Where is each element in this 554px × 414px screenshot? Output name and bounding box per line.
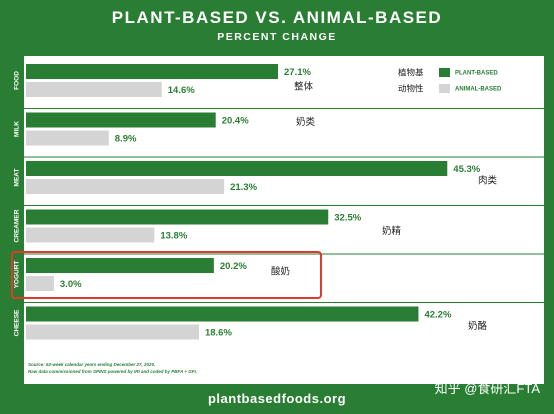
value-label: 21.3% — [230, 182, 257, 193]
source-note-2: Raw data commissioned from SPINS powered… — [28, 369, 197, 374]
category-label-cheese: CHEESE — [14, 309, 21, 336]
plant-bar — [26, 64, 279, 79]
watermark: 知乎 @食研汇FTA — [434, 381, 540, 396]
legend-label: ANIMAL-BASED — [455, 87, 502, 93]
category-label-cn: 奶类 — [296, 116, 316, 128]
chart-panel: FOOD 27.1% 14.6% 整体 MILK 20.4% 8.9% 奶类 MEAT 45.3%… — [10, 56, 544, 384]
value-label: 13.8% — [160, 231, 187, 242]
plant-bar — [26, 209, 329, 225]
value-label: 20.2% — [220, 261, 247, 272]
animal-bar — [26, 82, 162, 97]
source-note: Source: 52-week calendar years ending De… — [28, 362, 156, 367]
category-label-cn: 奶酪 — [468, 320, 488, 332]
plant-bar — [26, 112, 216, 128]
category-label-creamer: CREAMER — [14, 209, 21, 242]
chart-subtitle: PERCENT CHANGE — [217, 31, 337, 43]
legend-swatch — [439, 68, 450, 77]
animal-bar — [26, 179, 225, 194]
value-label: 27.1% — [284, 67, 311, 78]
category-label-milk: MILK — [14, 121, 21, 137]
website-footer: plantbasedfoods.org — [207, 391, 347, 406]
category-label-cn: 整体 — [294, 81, 314, 93]
bar-chart: FOOD 27.1% 14.6% 整体 MILK 20.4% 8.9% 奶类 MEAT 45.3%… — [10, 56, 544, 384]
value-label: 45.3% — [453, 164, 480, 175]
legend-label-cn: 植物基 — [398, 67, 424, 77]
category-label-cn: 奶精 — [382, 225, 402, 237]
plant-bar — [26, 161, 448, 176]
value-label: 3.0% — [60, 279, 82, 290]
value-label: 42.2% — [424, 310, 451, 321]
chart-title: PLANT-BASED VS. ANIMAL-BASED — [111, 8, 443, 27]
animal-bar — [26, 130, 109, 146]
value-label: 20.4% — [222, 116, 249, 127]
plant-bar — [26, 258, 214, 273]
plant-bar — [26, 306, 419, 322]
legend-label: PLANT-BASED — [455, 71, 498, 77]
category-strip — [10, 56, 24, 384]
highlight-box — [11, 251, 322, 299]
animal-bar — [26, 324, 199, 340]
legend-label-cn: 动物性 — [398, 83, 424, 93]
category-label-meat: MEAT — [14, 169, 21, 187]
category-label-cn: 酸奶 — [271, 266, 290, 278]
value-label: 32.5% — [334, 213, 361, 224]
category-label-yogurt: YOGURT — [14, 261, 21, 289]
value-label: 8.9% — [115, 134, 137, 145]
category-label-food: FOOD — [14, 71, 21, 90]
animal-bar — [26, 227, 155, 243]
category-label-cn: 肉类 — [478, 175, 498, 187]
value-label: 14.6% — [168, 85, 195, 96]
animal-bar — [26, 276, 54, 291]
value-label: 18.6% — [205, 328, 232, 339]
legend-swatch — [439, 84, 450, 93]
